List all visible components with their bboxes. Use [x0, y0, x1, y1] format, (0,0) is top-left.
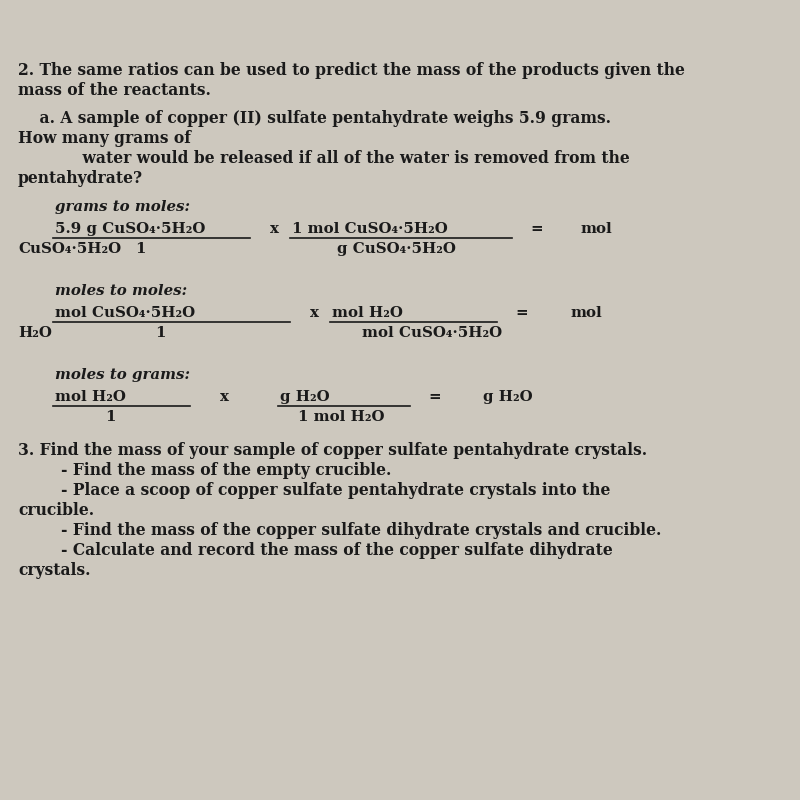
Text: 3. Find the mass of your sample of copper sulfate pentahydrate crystals.: 3. Find the mass of your sample of coppe…: [18, 442, 647, 459]
Text: =: =: [530, 222, 542, 236]
Text: water would be released if all of the water is removed from the: water would be released if all of the wa…: [18, 150, 630, 167]
Text: mol: mol: [570, 306, 602, 320]
Text: g H₂O: g H₂O: [280, 390, 330, 404]
Text: g CuSO₄·5H₂O: g CuSO₄·5H₂O: [337, 242, 456, 256]
Text: mol: mol: [580, 222, 612, 236]
Text: pentahydrate?: pentahydrate?: [18, 170, 143, 187]
Text: =: =: [515, 306, 528, 320]
Text: - Calculate and record the mass of the copper sulfate dihydrate: - Calculate and record the mass of the c…: [18, 542, 613, 559]
Text: mol H₂O: mol H₂O: [55, 390, 126, 404]
Text: 5.9 g CuSO₄·5H₂O: 5.9 g CuSO₄·5H₂O: [55, 222, 206, 236]
Text: mol H₂O: mol H₂O: [332, 306, 403, 320]
Text: - Find the mass of the copper sulfate dihydrate crystals and crucible.: - Find the mass of the copper sulfate di…: [18, 522, 662, 539]
Text: =: =: [428, 390, 441, 404]
Text: CuSO₄·5H₂O: CuSO₄·5H₂O: [18, 242, 121, 256]
Text: 1 mol CuSO₄·5H₂O: 1 mol CuSO₄·5H₂O: [292, 222, 448, 236]
Text: 2. The same ratios can be used to predict the mass of the products given the: 2. The same ratios can be used to predic…: [18, 62, 685, 79]
Text: H₂O: H₂O: [18, 326, 52, 340]
Text: x: x: [270, 222, 279, 236]
Text: moles to moles:: moles to moles:: [55, 284, 187, 298]
Text: 1: 1: [135, 242, 146, 256]
Text: 1 mol H₂O: 1 mol H₂O: [298, 410, 385, 424]
Text: How many grams of: How many grams of: [18, 130, 191, 147]
Text: 1: 1: [155, 326, 166, 340]
Text: a. A sample of copper (II) sulfate pentahydrate weighs 5.9 grams.: a. A sample of copper (II) sulfate penta…: [18, 110, 611, 127]
Text: mass of the reactants.: mass of the reactants.: [18, 82, 211, 99]
Text: moles to grams:: moles to grams:: [55, 368, 190, 382]
Text: mol CuSO₄·5H₂O: mol CuSO₄·5H₂O: [362, 326, 502, 340]
Text: g H₂O: g H₂O: [483, 390, 533, 404]
Text: x: x: [220, 390, 229, 404]
Text: crucible.: crucible.: [18, 502, 94, 519]
Text: x: x: [310, 306, 319, 320]
Text: mol CuSO₄·5H₂O: mol CuSO₄·5H₂O: [55, 306, 195, 320]
Text: crystals.: crystals.: [18, 562, 90, 579]
Text: - Place a scoop of copper sulfate pentahydrate crystals into the: - Place a scoop of copper sulfate pentah…: [18, 482, 610, 499]
Text: grams to moles:: grams to moles:: [55, 200, 190, 214]
Text: - Find the mass of the empty crucible.: - Find the mass of the empty crucible.: [18, 462, 391, 479]
Text: 1: 1: [105, 410, 115, 424]
